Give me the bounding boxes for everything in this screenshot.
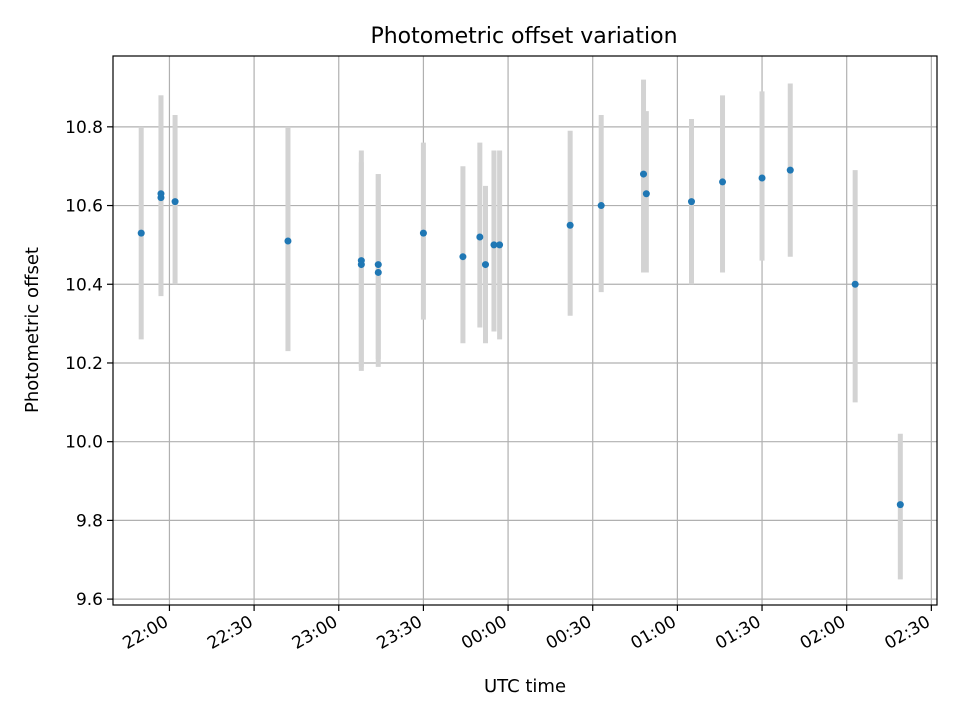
y-axis-ticks: 9.6 9.8 10.0 10.2 10.4 10.6 10.8 [65,118,113,610]
error-bars [138,79,903,580]
x-tick-label: 01:30 [712,612,764,654]
y-tick-label: 9.8 [76,511,103,531]
data-point [419,229,427,237]
x-tick-label: 23:00 [289,612,341,654]
data-point [719,178,727,186]
data-point [357,261,365,269]
x-tick-label: 22:00 [120,612,172,654]
data-point [851,280,859,288]
data-point [157,190,165,198]
data-point [137,229,145,237]
plot-area-frame [112,55,938,606]
x-axis-ticks: 22:00 22:30 23:00 23:30 00:00 00:30 01:00 01:30… [120,605,934,654]
x-tick-label: 23:30 [373,612,425,654]
data-point [490,241,498,249]
data-point [496,241,504,249]
y-tick-label: 9.6 [76,590,103,610]
x-axis-label: UTC time [484,676,566,697]
data-point [374,268,382,276]
x-tick-label: 02:00 [797,612,849,654]
y-tick-label: 10.4 [65,275,103,295]
data-point [374,261,382,269]
chart-title: Photometric offset variation [370,24,677,49]
y-tick-label: 10.0 [65,433,103,453]
x-tick-label: 02:30 [881,612,933,654]
data-point [896,501,904,509]
data-point [640,170,648,178]
x-tick-label: 00:30 [543,612,595,654]
data-point [459,253,467,261]
x-tick-label: 01:00 [627,612,679,654]
data-point [758,174,766,182]
data-point [171,198,179,206]
data-point [476,233,484,241]
data-point [687,198,695,206]
y-tick-label: 10.8 [65,118,103,138]
x-tick-label: 22:30 [204,612,256,654]
data-point [786,166,794,174]
data-points [137,166,904,509]
y-tick-label: 10.2 [65,354,103,374]
grid [113,56,937,605]
y-axis-label: Photometric offset [22,247,43,413]
x-tick-label: 00:00 [458,612,510,654]
data-point [597,202,605,210]
data-point [642,190,650,198]
data-point [284,237,292,245]
data-point [566,221,574,229]
data-point [481,261,489,269]
y-tick-label: 10.6 [65,197,103,217]
